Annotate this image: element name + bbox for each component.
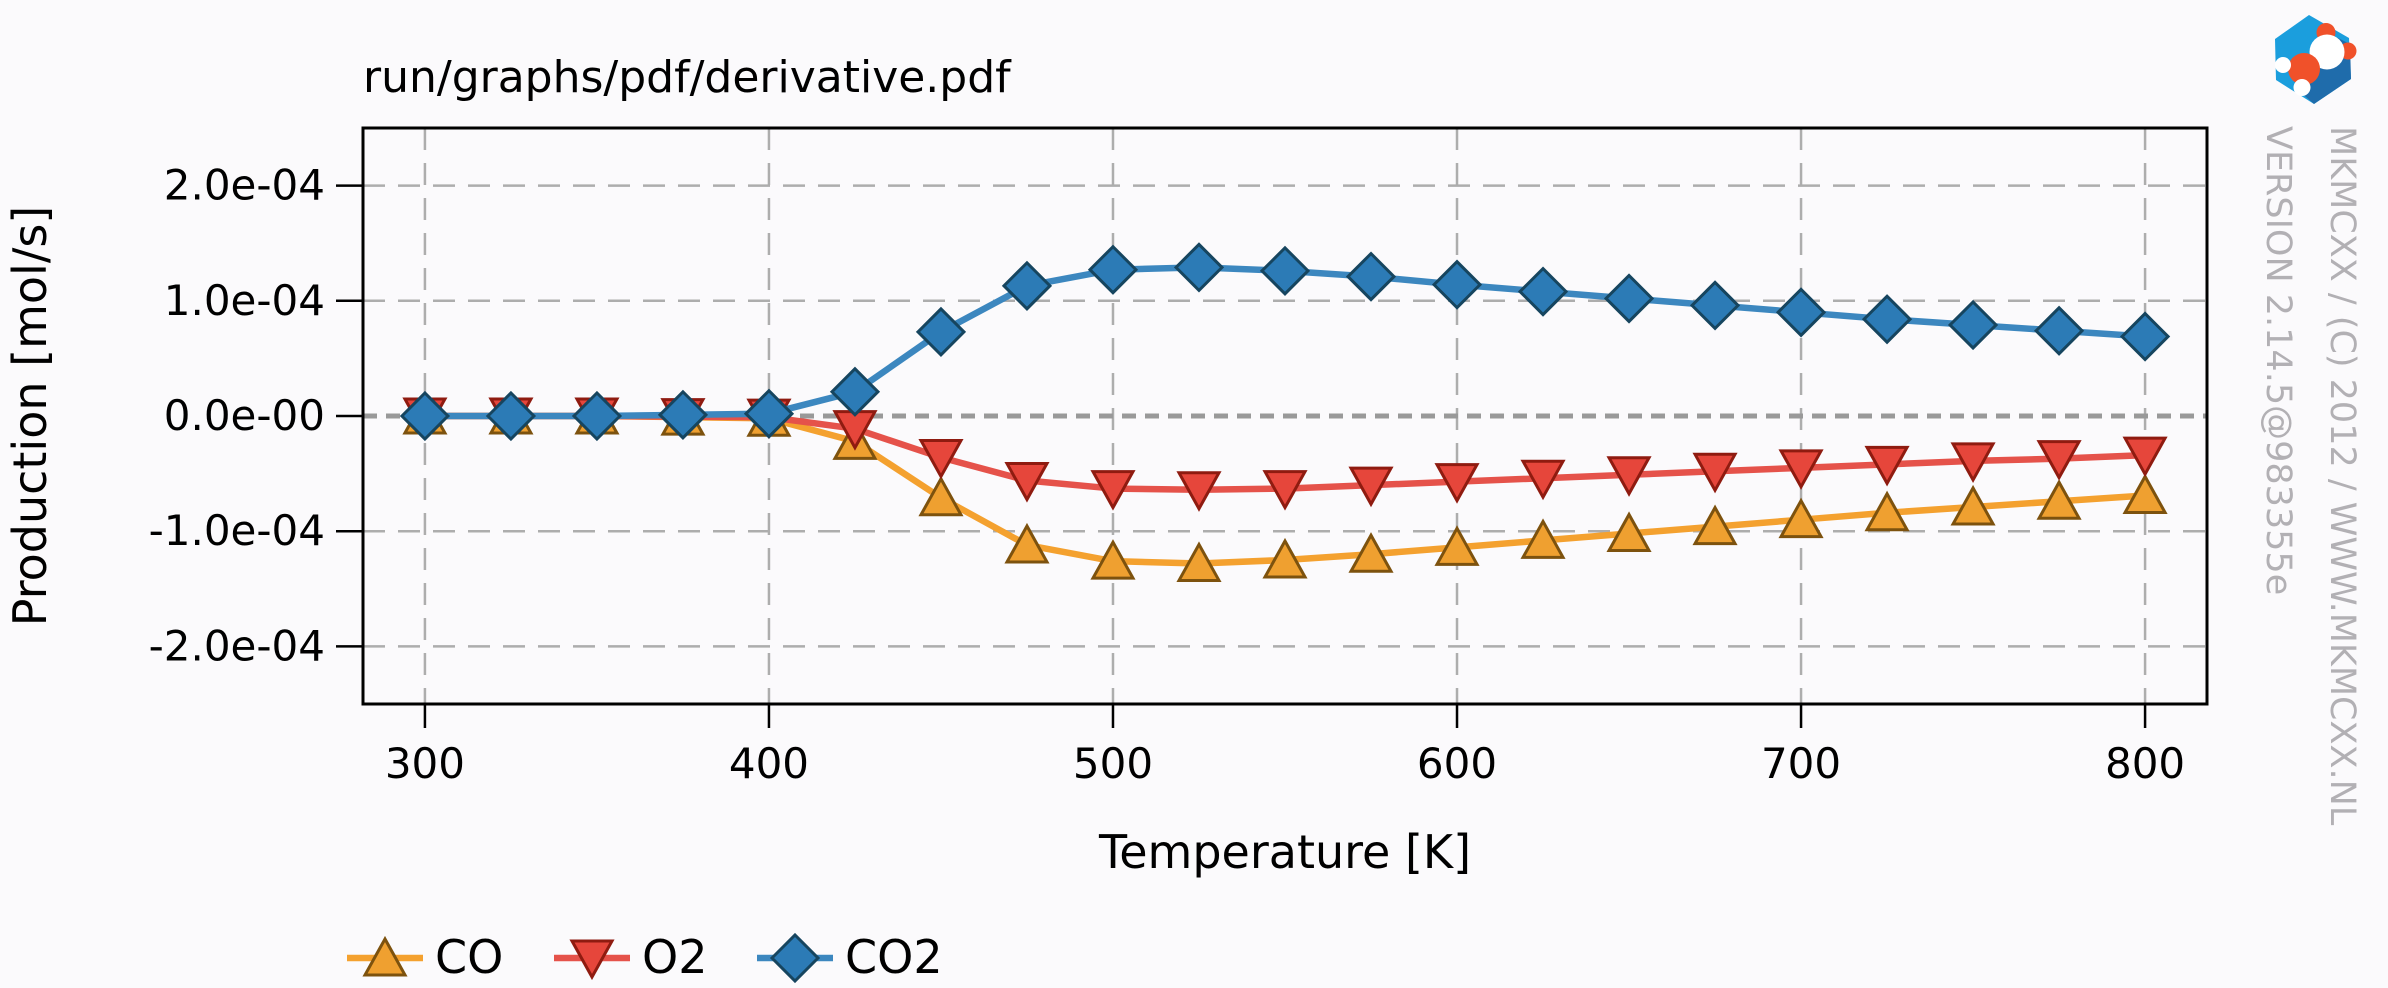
y-tick-label-1.0e-04: 1.0e-04 [164, 276, 325, 325]
O2-marker [1864, 445, 1910, 487]
CO2-marker [1689, 280, 1741, 331]
CO2-marker [571, 390, 623, 442]
legend-item-CO2: CO2 [757, 930, 943, 984]
O2-marker [1090, 470, 1136, 511]
series-CO2-markers [399, 242, 2171, 442]
CO-marker [1176, 541, 1222, 582]
O2-marker [1176, 471, 1222, 512]
CO-marker [1864, 490, 1910, 532]
CO2-marker [485, 390, 537, 442]
CO2-marker [2119, 311, 2171, 362]
legend-label-CO: CO [435, 930, 503, 984]
x-tick-label-800: 800 [2105, 739, 2185, 788]
chart-title: run/graphs/pdf/derivative.pdf [363, 52, 1012, 103]
x-tick-label-600: 600 [1417, 739, 1497, 788]
CO2-marker [2033, 305, 2085, 356]
legend-label-CO2: CO2 [845, 930, 943, 984]
CO2-marker [1001, 260, 1053, 311]
watermark-line-copyright: MKMCXX / (C) 2012 / WWW.MKMCXX.NL [2322, 126, 2362, 826]
logo-atom-white-left [2275, 57, 2291, 73]
x-axis-label: Temperature [K] [1098, 825, 1471, 879]
O2-marker [1004, 462, 1050, 503]
mkmcxx-logo [2275, 15, 2357, 104]
CO2-marker [1947, 299, 1999, 351]
y-tick-label-0.0e-00: 0.0e-00 [164, 391, 325, 440]
CO2-marker [1517, 266, 1569, 317]
CO2-marker [743, 388, 795, 439]
logo-atom-orange-large [2288, 53, 2320, 85]
x-tick-label-300: 300 [385, 739, 465, 788]
legend-label-O2: O2 [642, 930, 707, 984]
logo-atom-white-large [2309, 34, 2345, 70]
y-axis-label: Production [mol/s] [3, 206, 57, 626]
CO2-marker [1087, 244, 1139, 295]
legend-item-CO: CO [347, 930, 503, 984]
O2-marker [918, 438, 964, 480]
O2-marker [1950, 442, 1996, 484]
CO2-marker [657, 389, 709, 440]
CO-marker [1262, 537, 1308, 579]
CO-marker [1090, 539, 1136, 580]
legend-item-O2: O2 [554, 930, 707, 984]
legend-marker-CO [362, 935, 408, 977]
x-tick-label-700: 700 [1761, 739, 1841, 788]
watermark-line-version: VERSION 2.14.5@983355e [2258, 126, 2298, 596]
x-tick-label-400: 400 [729, 739, 809, 788]
CO-marker [1692, 504, 1738, 546]
CO2-marker [915, 306, 967, 358]
y-tick-label--1.0e-04: -1.0e-04 [149, 506, 325, 555]
CO-marker [2036, 479, 2082, 520]
CO-marker [1004, 522, 1050, 564]
CO2-marker [1259, 245, 1311, 296]
O2-marker [1262, 470, 1308, 511]
CO2-marker [1345, 251, 1397, 302]
x-tick-label-500: 500 [1073, 739, 1153, 788]
CO2-marker [1861, 294, 1913, 345]
legend-marker-O2 [569, 939, 615, 981]
CO-marker [1950, 484, 1996, 526]
watermark: MKMCXX / (C) 2012 / WWW.MKMCXX.NL VERSIO… [2246, 126, 2374, 926]
CO-marker [1606, 511, 1652, 553]
CO2-marker [829, 366, 881, 417]
CO-marker [2122, 473, 2168, 514]
y-tick-label-2.0e-04: 2.0e-04 [164, 161, 325, 210]
O2-marker [1520, 459, 1566, 501]
CO2-marker [1603, 273, 1655, 324]
O2-marker [1778, 449, 1824, 490]
CO2-marker [1173, 242, 1225, 293]
O2-marker [2122, 436, 2168, 478]
CO-marker [1348, 532, 1394, 573]
CO-marker [918, 475, 964, 517]
O2-marker [1434, 463, 1480, 504]
O2-marker [1606, 456, 1652, 497]
O2-marker [2036, 440, 2082, 481]
CO2-marker [399, 390, 451, 442]
CO2-marker [1431, 259, 1483, 310]
CO2-marker [1775, 287, 1827, 338]
CO-marker [1434, 525, 1480, 566]
CO-marker [1520, 518, 1566, 559]
legend-marker-CO2 [769, 932, 821, 984]
CO-marker [1778, 497, 1824, 539]
logo-atom-white-bottom [2293, 79, 2311, 96]
O2-marker [1692, 452, 1738, 494]
y-tick-label--2.0e-04: -2.0e-04 [149, 621, 325, 670]
O2-marker [1348, 466, 1394, 508]
